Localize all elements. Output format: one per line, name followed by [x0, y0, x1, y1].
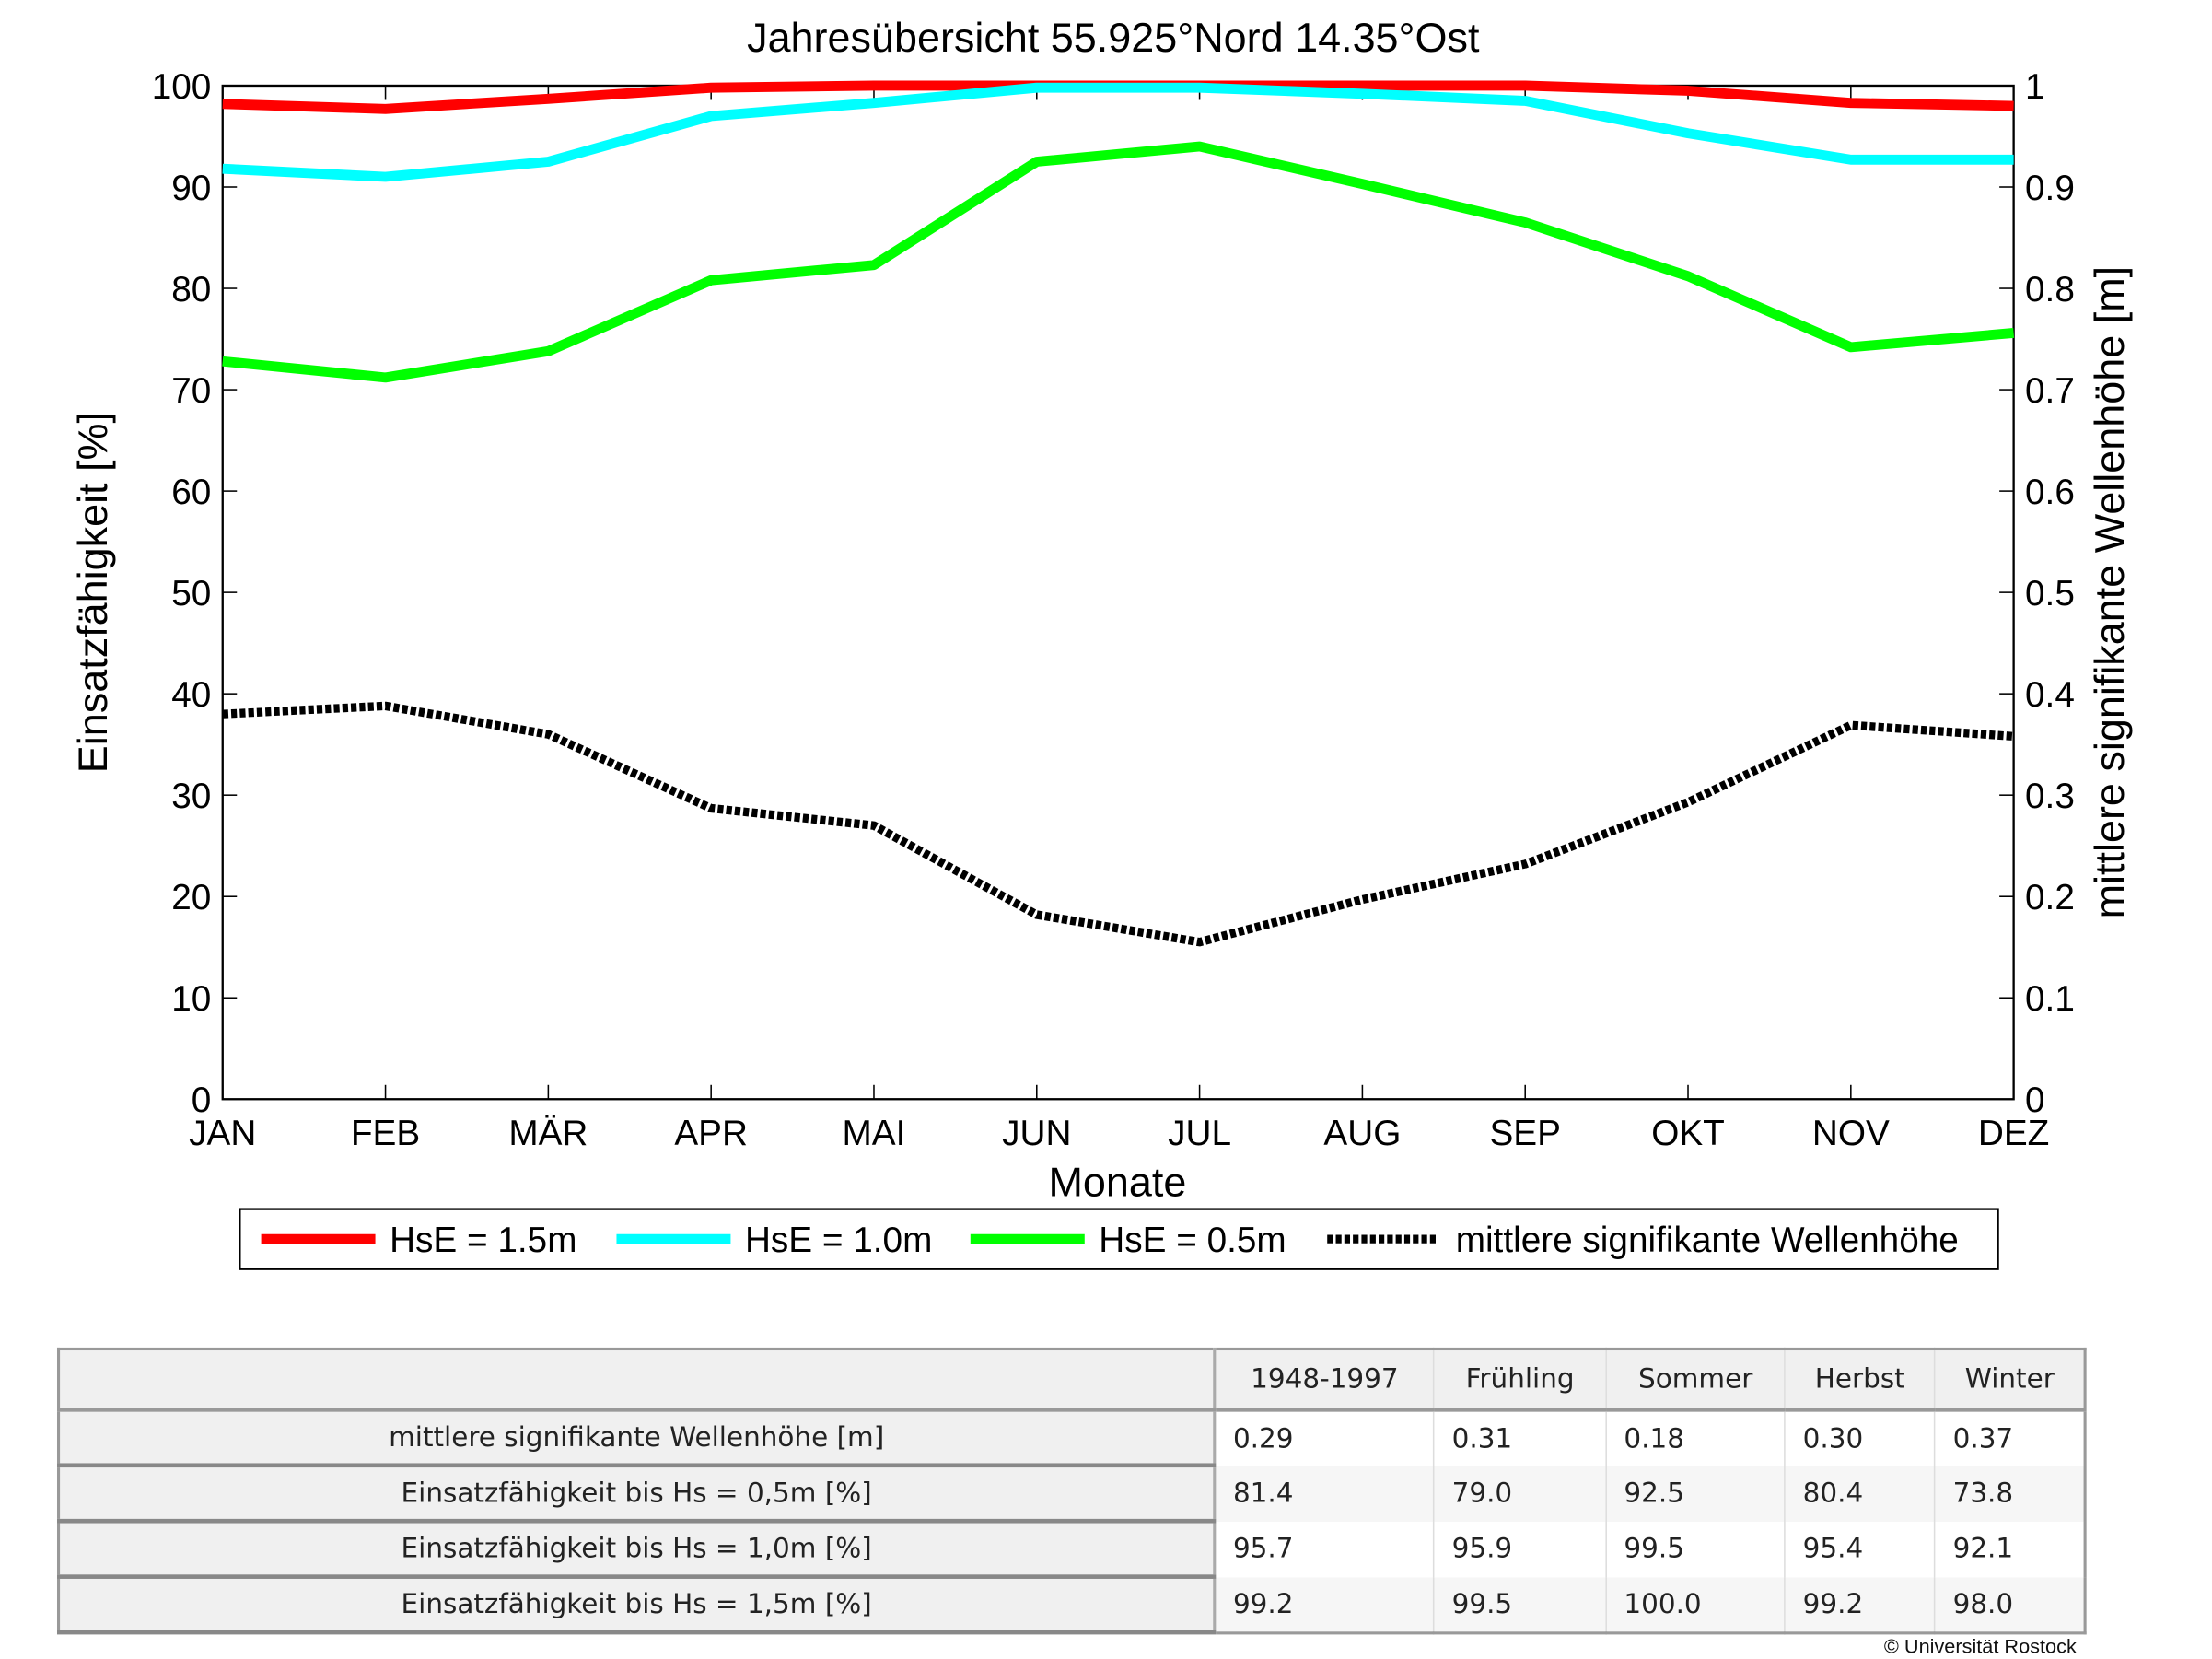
column-header: Frühling	[1434, 1349, 1607, 1412]
x-tick-label: OKT	[1651, 1114, 1725, 1153]
table-row: Einsatzfähigkeit bis Hs = 0,5m [%] 81.4 79…	[58, 1465, 2086, 1524]
x-axis-label: Monate	[1048, 1159, 1186, 1206]
chart-title: Jahresübersicht 55.925°Nord 14.35°Ost	[747, 14, 1480, 61]
row-label: Einsatzfähigkeit bis Hs = 1,5m [%]	[58, 1576, 1217, 1635]
table-cell: 0.31	[1434, 1409, 1607, 1466]
column-header: Sommer	[1605, 1349, 1787, 1412]
plot-frame	[221, 84, 2015, 1101]
table-cell: 73.8	[1935, 1465, 2086, 1522]
y-tick-label: 50	[171, 574, 211, 613]
line-chart: Jahresübersicht 55.925°Nord 14.35°Ost Ei…	[69, 14, 2133, 1270]
y-tick-label: 0	[192, 1081, 212, 1120]
y2-tick-label: 0.9	[2025, 169, 2075, 208]
y2-tick-label: 0.3	[2025, 777, 2075, 816]
y2-tick-label: 0.1	[2025, 979, 2075, 1019]
x-tick-label: SEP	[1489, 1114, 1561, 1153]
table-cell: 0.18	[1605, 1409, 1787, 1466]
x-tick-label: JUL	[1168, 1114, 1231, 1153]
legend: HsE = 1.5m HsE = 1.0m HsE = 0.5m mittlere s…	[239, 1208, 1999, 1270]
series-line	[222, 82, 2014, 182]
x-tick-label: FEB	[351, 1114, 420, 1153]
y2-tick-label: 0.7	[2025, 371, 2075, 411]
x-tick-label: AUG	[1323, 1114, 1401, 1153]
table-row: mittlere signifikante Wellenhöhe [m] 0.29…	[58, 1409, 2086, 1468]
series-line	[222, 141, 2015, 383]
series-line	[222, 701, 2014, 947]
legend-label: HsE = 1.0m	[745, 1221, 932, 1260]
table-cell: 99.5	[1605, 1521, 1787, 1577]
y-tick-label: 70	[171, 371, 211, 411]
x-tick-label: JAN	[189, 1114, 256, 1153]
table-cell: 0.29	[1214, 1409, 1436, 1466]
summary-table: 1948-1997 Frühling Sommer Herbst Winter mittl…	[56, 1347, 2087, 1635]
y-tick-label: 90	[171, 169, 211, 208]
y-tick-label: 30	[171, 777, 211, 816]
column-header: 1948-1997	[1214, 1349, 1436, 1412]
x-tick-label: MÄR	[508, 1114, 588, 1153]
y2-axis-label: mittlere signifikante Wellenhöhe [m]	[2086, 266, 2133, 919]
y-tick-label: 80	[171, 270, 211, 310]
legend-label: HsE = 1.5m	[390, 1221, 576, 1260]
table-cell: 0.37	[1935, 1409, 2086, 1466]
legend-label: mittlere signifikante Wellenhöhe	[1456, 1221, 1959, 1260]
table-cell: 81.4	[1214, 1465, 1436, 1522]
y2-tick-label: 1	[2025, 67, 2045, 107]
y2-tick-label: 0.4	[2025, 675, 2075, 715]
x-tick-label: NOV	[1812, 1114, 1890, 1153]
x-tick-label: APR	[674, 1114, 748, 1153]
table-cell: 99.2	[1214, 1576, 1436, 1633]
table-cell: 95.9	[1434, 1521, 1607, 1577]
y2-tick-label: 0	[2025, 1081, 2045, 1120]
y2-tick-label: 0.6	[2025, 473, 2075, 512]
table-cell: 92.1	[1935, 1521, 2086, 1577]
table-cell: 98.0	[1935, 1576, 2086, 1633]
x-tick-label: MAI	[843, 1114, 906, 1153]
y2-tick-label: 0.8	[2025, 270, 2075, 310]
y2-tick-label: 0.2	[2025, 878, 2075, 917]
y-tick-label: 20	[171, 878, 211, 917]
y-tick-label: 40	[171, 675, 211, 715]
x-tick-label: DEZ	[1978, 1114, 2049, 1153]
table-cell: 80.4	[1785, 1465, 1936, 1522]
y-tick-label: 60	[171, 473, 211, 512]
table-cell: 99.2	[1785, 1576, 1936, 1633]
table-cell: 95.7	[1214, 1521, 1436, 1577]
y-tick-label: 100	[152, 67, 212, 107]
row-label: mittlere signifikante Wellenhöhe [m]	[58, 1409, 1217, 1468]
table-cell: 92.5	[1605, 1465, 1787, 1522]
column-header: Winter	[1935, 1349, 2086, 1412]
column-header: Herbst	[1785, 1349, 1936, 1412]
table-cell: 79.0	[1434, 1465, 1607, 1522]
column-header	[58, 1349, 1217, 1412]
table-row: Einsatzfähigkeit bis Hs = 1,5m [%] 99.2 99…	[58, 1576, 2086, 1635]
row-label: Einsatzfähigkeit bis Hs = 0,5m [%]	[58, 1465, 1217, 1524]
legend-label: HsE = 0.5m	[1099, 1221, 1286, 1260]
table-cell: 100.0	[1605, 1576, 1787, 1633]
y2-tick-label: 0.5	[2025, 574, 2075, 613]
table-header-row: 1948-1997 Frühling Sommer Herbst Winter	[58, 1349, 2086, 1412]
table-cell: 99.5	[1434, 1576, 1607, 1633]
legend-box	[239, 1208, 1999, 1270]
y-axis-label: Einsatzfähigkeit [%]	[69, 412, 116, 773]
y-tick-label: 10	[171, 979, 211, 1019]
x-tick-label: JUN	[1002, 1114, 1071, 1153]
table-cell: 0.30	[1785, 1409, 1936, 1466]
copyright: © Universität Rostock	[1883, 1634, 2077, 1658]
table-row: Einsatzfähigkeit bis Hs = 1,0m [%] 95.7 95…	[58, 1521, 2086, 1579]
row-label: Einsatzfähigkeit bis Hs = 1,0m [%]	[58, 1521, 1217, 1579]
table-cell: 95.4	[1785, 1521, 1936, 1577]
